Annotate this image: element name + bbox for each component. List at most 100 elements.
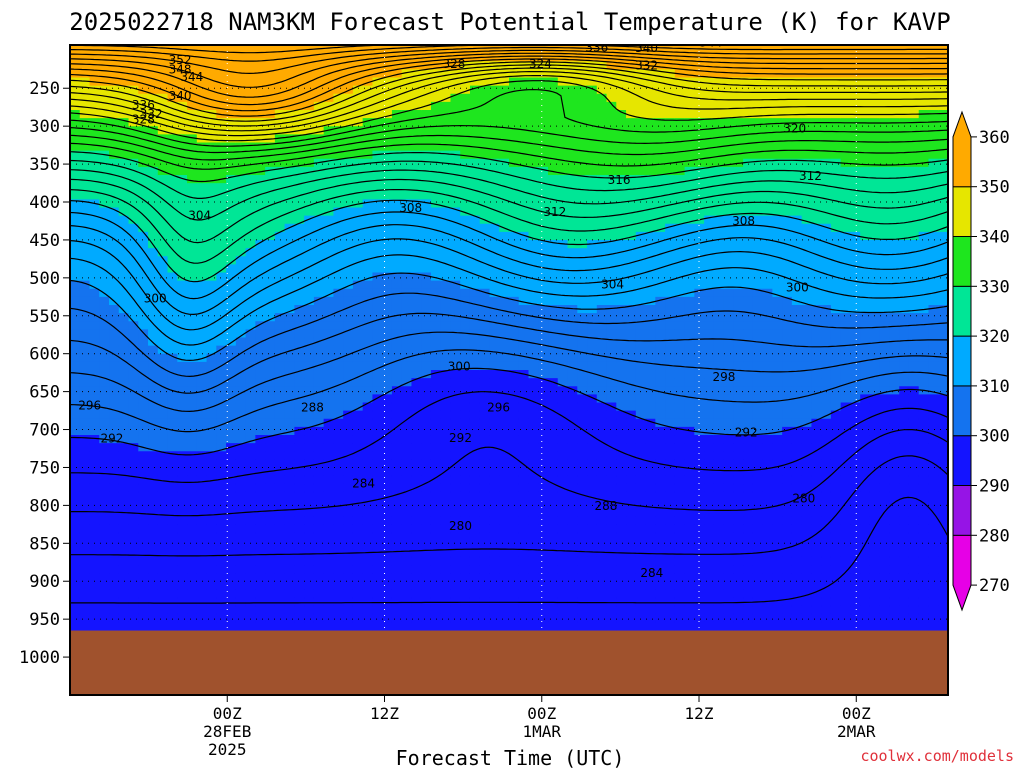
temperature-cell (333, 410, 344, 420)
temperature-cell (401, 532, 413, 542)
temperature-cell (148, 223, 159, 233)
temperature-cell (128, 158, 139, 168)
temperature-cell (626, 345, 637, 355)
temperature-cell (577, 402, 588, 412)
temperature-cell (411, 353, 422, 363)
temperature-cell (157, 394, 169, 404)
temperature-cell (587, 69, 598, 79)
temperature-cell (216, 418, 227, 428)
temperature-cell (567, 483, 578, 493)
temperature-cell (391, 345, 403, 355)
temperature-cell (167, 353, 178, 363)
temperature-cell (255, 475, 266, 485)
temperature-cell (538, 296, 549, 306)
temperature-cell (362, 589, 374, 599)
temperature-cell (323, 85, 334, 95)
temperature-cell (284, 175, 295, 184)
temperature-cell (557, 223, 569, 233)
temperature-cell (401, 248, 413, 257)
temperature-cell (177, 621, 188, 631)
temperature-cell (518, 418, 530, 428)
temperature-cell (587, 402, 598, 412)
temperature-cell (616, 556, 627, 566)
temperature-cell (89, 605, 100, 615)
temperature-cell (313, 621, 325, 631)
temperature-cell (499, 264, 510, 274)
temperature-cell (333, 223, 344, 233)
temperature-cell (177, 77, 188, 87)
temperature-cell (362, 402, 374, 412)
temperature-cell (440, 508, 452, 517)
temperature-cell (382, 126, 393, 135)
temperature-cell (499, 296, 510, 306)
temperature-cell (391, 61, 403, 70)
temperature-cell (538, 443, 549, 452)
temperature-cell (411, 613, 422, 623)
temperature-cell (430, 378, 442, 387)
temperature-cell (635, 516, 647, 525)
temperature-cell (323, 483, 334, 493)
temperature-cell (674, 305, 686, 314)
temperature-cell (294, 231, 305, 241)
temperature-cell (235, 386, 247, 395)
temperature-cell (206, 256, 217, 265)
temperature-cell (235, 581, 247, 590)
temperature-cell (284, 500, 295, 509)
temperature-cell (460, 386, 471, 395)
temperature-cell (313, 605, 325, 615)
temperature-cell (567, 272, 578, 282)
temperature-cell (206, 85, 217, 95)
temperature-cell (226, 101, 237, 111)
temperature-cell (616, 305, 627, 314)
temperature-cell (635, 223, 647, 233)
temperature-cell (626, 394, 637, 404)
temperature-cell (138, 158, 149, 168)
temperature-cell (450, 370, 461, 379)
temperature-cell (255, 556, 266, 566)
temperature-cell (206, 467, 217, 477)
temperature-cell (177, 353, 188, 363)
temperature-cell (557, 410, 569, 420)
temperature-cell (616, 191, 627, 200)
temperature-cell (352, 191, 364, 200)
temperature-cell (333, 532, 344, 542)
temperature-cell (489, 256, 500, 265)
temperature-cell (548, 532, 559, 542)
temperature-cell (606, 85, 617, 95)
temperature-cell (489, 183, 500, 192)
temperature-cell (645, 532, 656, 542)
temperature-cell (196, 110, 208, 119)
temperature-cell (148, 548, 159, 558)
temperature-cell (70, 370, 81, 379)
temperature-cell (138, 426, 149, 436)
temperature-cell (235, 53, 247, 62)
temperature-cell (518, 110, 530, 119)
temperature-cell (567, 280, 578, 290)
temperature-cell (343, 581, 354, 590)
temperature-cell (635, 329, 647, 339)
temperature-cell (616, 77, 627, 87)
temperature-cell (167, 378, 178, 387)
temperature-cell (518, 199, 530, 209)
temperature-cell (674, 288, 686, 298)
temperature-cell (109, 134, 120, 144)
temperature-cell (148, 45, 159, 54)
temperature-cell (284, 491, 295, 501)
temperature-cell (352, 215, 364, 225)
temperature-cell (606, 475, 617, 485)
temperature-cell (391, 394, 403, 404)
temperature-cell (274, 256, 286, 265)
temperature-cell (226, 426, 237, 436)
temperature-cell (226, 475, 237, 485)
temperature-cell (518, 426, 530, 436)
temperature-cell (596, 556, 608, 566)
temperature-cell (177, 110, 188, 119)
temperature-cell (450, 532, 461, 542)
temperature-cell (616, 540, 627, 550)
temperature-cell (118, 353, 130, 363)
temperature-cell (479, 45, 491, 54)
temperature-cell (255, 565, 266, 574)
temperature-cell (469, 589, 481, 599)
temperature-cell (479, 101, 491, 111)
temperature-cell (577, 613, 588, 623)
